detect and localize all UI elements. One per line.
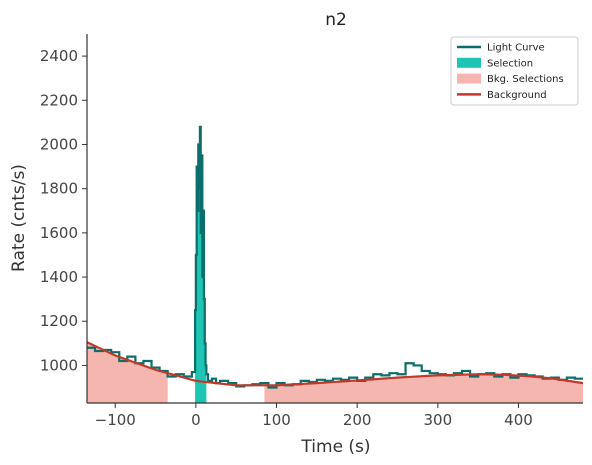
plot-area xyxy=(87,125,583,403)
y-tick-label: 1000 xyxy=(40,356,78,374)
x-tick-label: 200 xyxy=(343,411,372,429)
x-axis-label: Time (s) xyxy=(300,437,370,457)
legend-label: Light Curve xyxy=(487,43,545,54)
bkg-selection-region-1 xyxy=(87,342,168,403)
x-tick-label: 300 xyxy=(424,411,453,429)
y-tick-label: 1400 xyxy=(40,268,78,286)
y-tick-label: 1600 xyxy=(40,224,78,242)
y-axis-label: Rate (cnts/s) xyxy=(9,164,29,272)
legend-label: Bkg. Selections xyxy=(487,74,564,85)
y-tick-label: 2200 xyxy=(40,91,78,109)
legend-swatch xyxy=(457,73,481,84)
x-tick-label: −100 xyxy=(95,411,136,429)
background-model-line xyxy=(87,341,583,387)
x-tick-label: 400 xyxy=(504,411,533,429)
y-tick-label: 2000 xyxy=(40,135,78,153)
bkg-selection-region-2 xyxy=(264,374,583,403)
chart-title: n2 xyxy=(325,10,347,30)
y-tick-label: 1200 xyxy=(40,312,78,330)
x-tick-label: 100 xyxy=(262,411,291,429)
light-curve-line xyxy=(87,125,583,389)
y-tick-label: 2400 xyxy=(40,47,78,65)
legend-label: Selection xyxy=(487,58,533,69)
legend-label: Background xyxy=(487,90,547,101)
legend-swatch xyxy=(457,57,481,68)
source-selection-region xyxy=(195,126,207,403)
legend: Light Curve Selection Bkg. Selections Backg… xyxy=(450,36,579,106)
axes: −100 0 100 200 300 400 1000 1200 1400 1600 1800 200… xyxy=(40,34,583,429)
y-tick-label: 1800 xyxy=(40,180,78,198)
x-tick-label: 0 xyxy=(191,411,201,429)
legend-box xyxy=(450,36,579,106)
